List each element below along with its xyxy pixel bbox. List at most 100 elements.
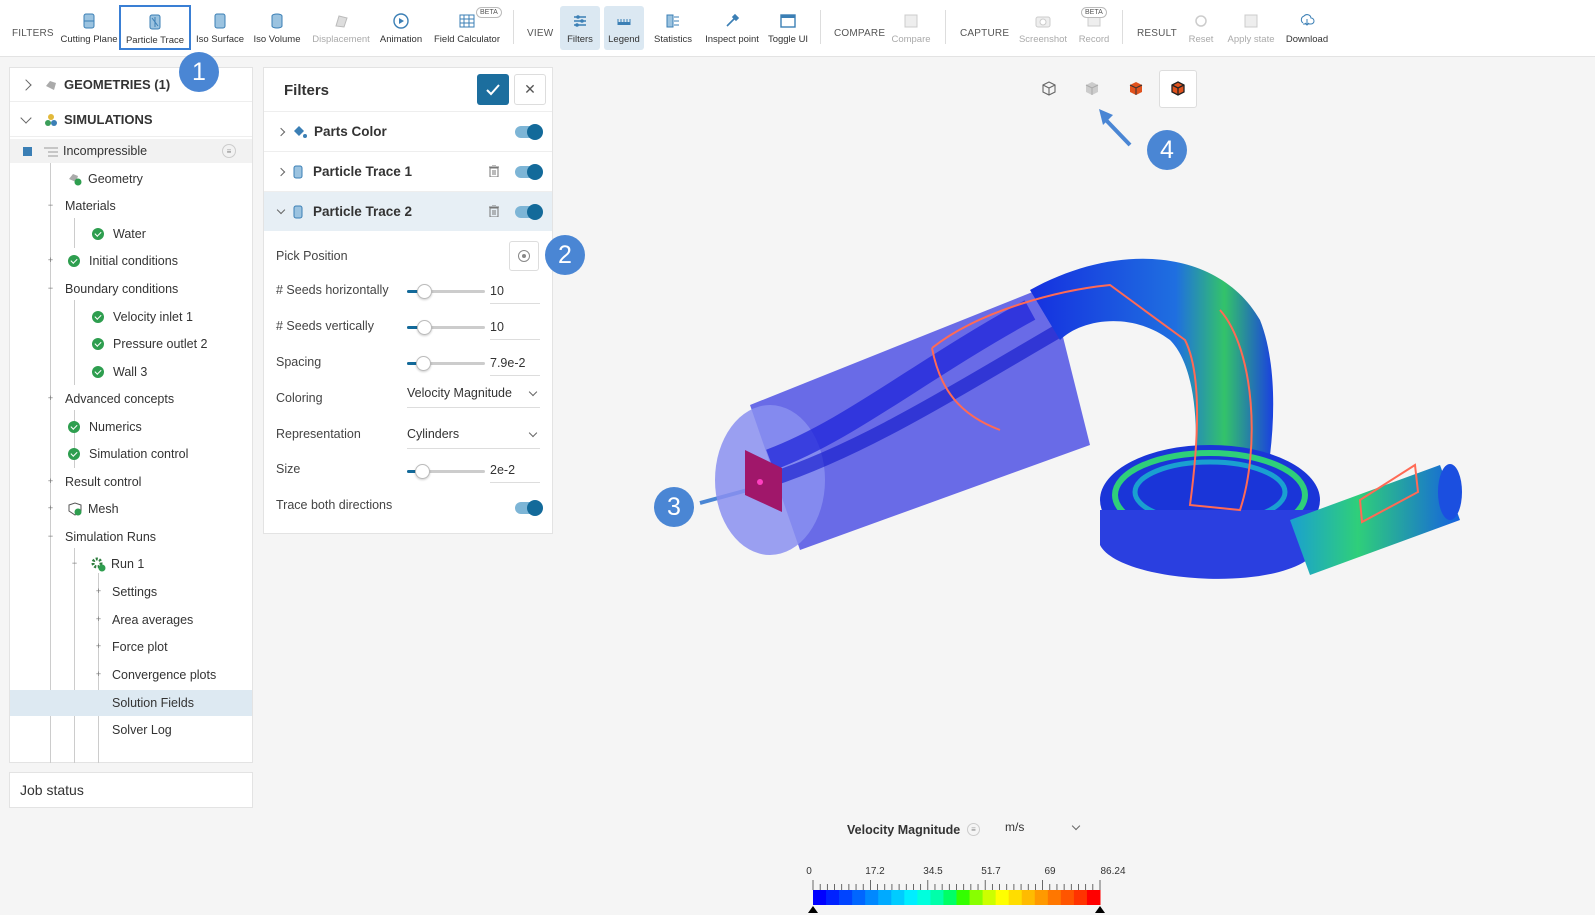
legend-swatch: [982, 890, 997, 905]
simulation-viewport[interactable]: [700, 230, 1500, 620]
representation-select[interactable]: Cylinders: [407, 427, 540, 449]
transparent-view-button[interactable]: [1073, 70, 1111, 108]
particle-trace-1-toggle[interactable]: [515, 164, 543, 180]
particle-trace-2-toggle[interactable]: [515, 204, 543, 220]
tree-item-geometry[interactable]: Geometry: [68, 167, 143, 191]
tree-item-wall[interactable]: Wall 3: [92, 360, 147, 384]
particle-trace-button[interactable]: Particle Trace: [119, 5, 191, 50]
geometries-header[interactable]: GEOMETRIES (1): [10, 68, 252, 102]
trash-icon[interactable]: [489, 164, 499, 178]
close-button[interactable]: ✕: [514, 74, 546, 105]
spacing-slider[interactable]: [407, 356, 485, 371]
solid-edges-view-button[interactable]: [1159, 70, 1197, 108]
tree-item-simulation-control[interactable]: Simulation control: [68, 442, 188, 466]
legend-menu-icon[interactable]: ≡: [967, 823, 980, 836]
slider-knob[interactable]: [417, 320, 432, 335]
filter-row-particle-trace-1[interactable]: Particle Trace 1: [264, 151, 552, 191]
confirm-button[interactable]: [477, 74, 509, 105]
legend-tick-label: 51.7: [981, 866, 1001, 877]
tree-item-solution-fields[interactable]: Solution Fields: [10, 690, 252, 716]
cutting-plane-button[interactable]: Cutting Plane: [60, 6, 118, 50]
particle-trace-icon: [146, 13, 164, 31]
tree-item-materials[interactable]: Materials: [65, 194, 116, 218]
download-button[interactable]: Download: [1285, 6, 1329, 50]
tree-item-settings[interactable]: Settings: [112, 580, 157, 604]
trace-both-directions-toggle[interactable]: [515, 500, 543, 516]
legend-toggle-button[interactable]: Legend: [604, 6, 644, 50]
reset-label: Reset: [1188, 34, 1214, 45]
tree-item-pressure-outlet[interactable]: Pressure outlet 2: [92, 332, 208, 356]
tree-item-incompressible[interactable]: Incompressible ≡: [10, 139, 252, 163]
inspect-point-button[interactable]: Inspect point: [703, 6, 761, 50]
coloring-select[interactable]: Velocity Magnitude: [407, 386, 540, 408]
job-status-panel[interactable]: Job status: [9, 772, 253, 808]
pick-position-label: Pick Position: [276, 249, 348, 263]
tree-item-convergence-plots[interactable]: Convergence plots: [112, 663, 216, 687]
seeds-vertically-value[interactable]: 10: [490, 320, 540, 340]
tree-item-mesh[interactable]: Mesh: [68, 497, 119, 521]
collapse-icon[interactable]: −: [47, 531, 54, 541]
view-group-label: VIEW: [527, 28, 554, 39]
slider-knob[interactable]: [415, 464, 430, 479]
tree-item-area-averages[interactable]: Area averages: [112, 608, 193, 632]
collapse-icon[interactable]: −: [47, 200, 54, 210]
expand-icon[interactable]: +: [47, 503, 54, 513]
wireframe-view-button[interactable]: [1030, 70, 1068, 108]
tree-item-advanced-concepts[interactable]: Advanced concepts: [65, 387, 174, 411]
animation-button[interactable]: Animation: [378, 6, 424, 50]
seeds-horizontally-slider[interactable]: [407, 284, 485, 299]
seeds-horizontally-value[interactable]: 10: [490, 284, 540, 304]
solid-view-button[interactable]: [1117, 70, 1155, 108]
trash-icon[interactable]: [489, 204, 499, 218]
filter-row-particle-trace-2[interactable]: Particle Trace 2: [264, 191, 552, 231]
record-button[interactable]: BETA Record: [1076, 6, 1112, 50]
tree-item-numerics[interactable]: Numerics: [68, 415, 142, 439]
expand-icon[interactable]: +: [47, 476, 54, 486]
field-calculator-button[interactable]: BETA Field Calculator: [434, 6, 502, 50]
tree-item-solver-log[interactable]: Solver Log: [112, 718, 172, 742]
tree-item-run1[interactable]: Run 1: [90, 552, 144, 576]
slider-knob[interactable]: [416, 356, 431, 371]
iso-volume-button[interactable]: Iso Volume: [253, 6, 301, 50]
iso-surface-button[interactable]: Iso Surface: [196, 6, 244, 50]
tree-item-force-plot[interactable]: Force plot: [112, 635, 168, 659]
unit-select[interactable]: m/s: [1005, 820, 1085, 834]
collapse-icon[interactable]: −: [47, 283, 54, 293]
seeds-vertically-slider[interactable]: [407, 320, 485, 335]
filters-toggle-button[interactable]: Filters: [560, 6, 600, 50]
slider-knob[interactable]: [417, 284, 432, 299]
tree-item-water[interactable]: Water: [92, 222, 146, 246]
tree-item-result-control[interactable]: Result control: [65, 470, 141, 494]
expand-icon[interactable]: +: [95, 641, 102, 651]
compare-button[interactable]: Compare: [891, 6, 931, 50]
tree-item-initial-conditions[interactable]: Initial conditions: [68, 249, 178, 273]
legend-swatch: [1060, 890, 1075, 905]
toggle-ui-label: Toggle UI: [767, 34, 809, 45]
tree-item-simulation-runs[interactable]: Simulation Runs: [65, 525, 156, 549]
screenshot-button[interactable]: Screenshot: [1017, 6, 1069, 50]
apply-state-button[interactable]: Apply state: [1225, 6, 1277, 50]
simulations-header[interactable]: SIMULATIONS: [10, 103, 252, 137]
pick-position-button[interactable]: [509, 241, 539, 271]
chevron-down-icon: [1071, 821, 1081, 831]
play-icon: [392, 12, 410, 30]
size-value[interactable]: 2e-2: [490, 463, 540, 483]
reset-button[interactable]: Reset: [1183, 6, 1219, 50]
collapse-icon[interactable]: −: [71, 558, 78, 568]
expand-icon[interactable]: +: [95, 614, 102, 624]
tree-item-boundary-conditions[interactable]: Boundary conditions: [65, 277, 178, 301]
expand-icon[interactable]: +: [47, 393, 54, 403]
expand-icon[interactable]: +: [47, 255, 54, 265]
displacement-button[interactable]: Displacement: [312, 6, 370, 50]
tree-item-velocity-inlet[interactable]: Velocity inlet 1: [92, 305, 193, 329]
menu-icon[interactable]: ≡: [222, 144, 236, 158]
spacing-value[interactable]: 7.9e-2: [490, 356, 540, 376]
expand-icon[interactable]: +: [95, 586, 102, 596]
filter-row-parts-color[interactable]: Parts Color: [264, 111, 552, 151]
parts-color-toggle[interactable]: [515, 124, 543, 140]
statistics-button[interactable]: Statistics: [650, 6, 696, 50]
wall-label: Wall 3: [113, 365, 148, 379]
expand-icon[interactable]: +: [95, 669, 102, 679]
toggle-ui-button[interactable]: Toggle UI: [768, 6, 808, 50]
size-slider[interactable]: [407, 464, 485, 479]
